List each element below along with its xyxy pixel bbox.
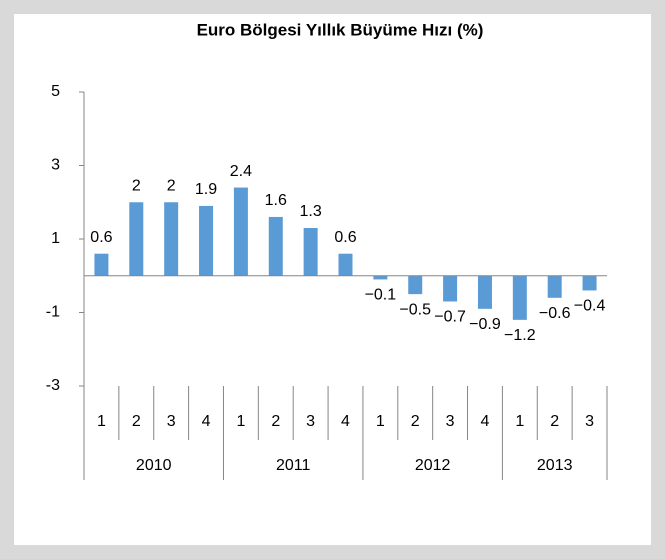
data-label: 2.4	[230, 163, 252, 180]
x-tick-label: 3	[167, 413, 176, 430]
data-label: −0.6	[539, 305, 571, 322]
x-tick-label: 2	[411, 413, 420, 430]
data-label: 2	[167, 177, 176, 194]
y-tick-label: 5	[51, 83, 60, 100]
x-tick-label: 2	[271, 413, 280, 430]
x-tick-label: 3	[585, 413, 594, 430]
x-tick-label: 3	[446, 413, 455, 430]
data-label: −0.4	[574, 298, 606, 315]
bar	[373, 275, 388, 280]
bar	[94, 253, 109, 276]
bar	[268, 216, 283, 276]
y-tick-label: 3	[51, 157, 60, 174]
data-label: −1.2	[504, 327, 536, 344]
group-label: 2010	[136, 457, 172, 474]
data-label: 2	[132, 177, 141, 194]
x-tick-label: 1	[97, 413, 106, 430]
bar	[338, 253, 353, 276]
x-tick-label: 1	[515, 413, 524, 430]
bar	[164, 202, 179, 276]
bar	[477, 275, 492, 309]
x-tick-label: 2	[132, 413, 141, 430]
bar	[233, 187, 248, 276]
bar	[582, 275, 597, 291]
y-tick-label: 1	[51, 230, 60, 247]
bar	[443, 275, 458, 302]
data-label: −0.1	[365, 287, 397, 304]
data-label: 1.3	[300, 203, 322, 220]
data-label: 0.6	[90, 229, 112, 246]
y-tick-label: -1	[46, 304, 60, 321]
bar	[408, 275, 423, 295]
x-tick-label: 2	[550, 413, 559, 430]
group-label: 2013	[537, 457, 573, 474]
x-tick-label: 4	[202, 413, 211, 430]
data-label: −0.9	[469, 316, 501, 333]
bar	[547, 275, 562, 298]
data-label: 1.9	[195, 181, 217, 198]
x-tick-label: 1	[236, 413, 245, 430]
group-label: 2011	[276, 457, 311, 474]
bar	[199, 205, 214, 276]
chart-title: Euro Bölgesi Yıllık Büyüme Hızı (%)	[197, 20, 484, 39]
bar	[129, 202, 144, 276]
x-tick-label: 4	[341, 413, 350, 430]
data-label: 0.6	[334, 229, 356, 246]
data-label: −0.7	[434, 309, 466, 326]
x-tick-label: 1	[376, 413, 385, 430]
x-tick-label: 3	[306, 413, 315, 430]
x-tick-label: 4	[481, 413, 490, 430]
group-label: 2012	[415, 457, 451, 474]
y-tick-label: -3	[46, 377, 60, 394]
data-label: −0.5	[399, 301, 431, 318]
bar	[512, 275, 527, 320]
bar	[303, 227, 318, 276]
data-label: 1.6	[265, 192, 287, 209]
